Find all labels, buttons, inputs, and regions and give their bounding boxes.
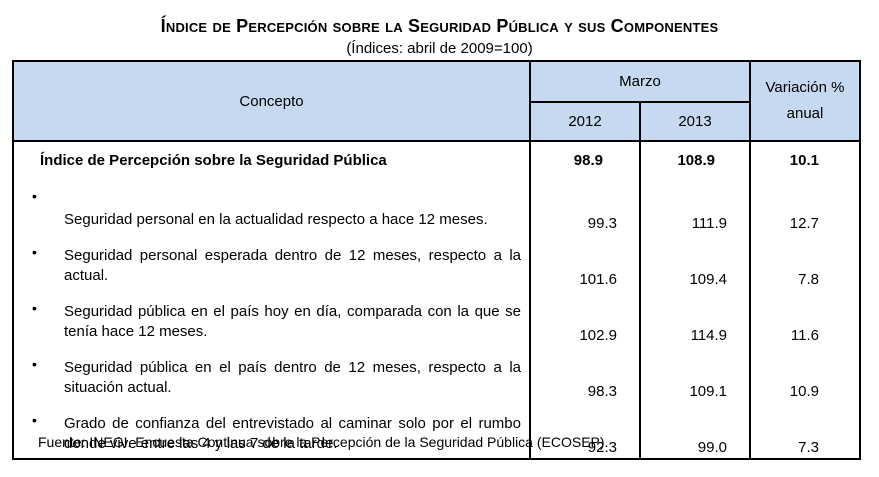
component-2013: 109.1 (639, 346, 751, 402)
component-variation: 11.6 (749, 290, 861, 346)
component-2012: 92.3 (529, 402, 641, 460)
component-variation: 12.7 (749, 178, 861, 234)
component-variation: 7.3 (749, 402, 861, 460)
header-year-2012: 2012 (529, 101, 641, 142)
table-row: • Seguridad personal esperada dentro de 1… (12, 234, 861, 290)
component-2013: 114.9 (639, 290, 751, 346)
main-index-label: Índice de Percepción sobre la Seguridad … (12, 141, 531, 178)
component-2012: 98.3 (529, 346, 641, 402)
header-concepto: Concepto (12, 60, 531, 142)
main-index-2013: 108.9 (639, 141, 751, 178)
table-row: • Seguridad pública en el país dentro de … (12, 346, 861, 402)
bullet-icon: • (32, 188, 37, 204)
header-marzo: Marzo (529, 59, 751, 104)
component-variation: 10.9 (749, 346, 861, 402)
table-row: • Seguridad pública en el país hoy en día… (12, 290, 861, 346)
component-2012: 101.6 (529, 234, 641, 290)
table-title: Índice de Percepción sobre la Seguridad … (160, 16, 719, 36)
component-2013: 109.4 (639, 234, 751, 290)
table-row-main-index: Índice de Percepción sobre la Seguridad … (12, 141, 861, 178)
component-2012: 99.3 (529, 178, 641, 234)
component-label: • Seguridad pública en el país dentro de … (12, 346, 531, 402)
table-row: • Seguridad personal en la actualidad res… (12, 178, 861, 234)
bullet-icon: • (32, 356, 37, 372)
component-label: • Seguridad pública en el país hoy en día… (12, 290, 531, 346)
component-2013: 111.9 (639, 178, 751, 234)
main-index-variation: 10.1 (749, 141, 861, 178)
table-row: • Grado de confianza del entrevistado al … (12, 402, 861, 460)
component-label: • Seguridad personal esperada dentro de 1… (12, 234, 531, 290)
header-year-2013: 2013 (639, 101, 751, 142)
perception-index-table: Concepto Marzo Variación % anual 2012 20… (12, 59, 861, 460)
component-2012: 102.9 (529, 290, 641, 346)
component-label: • Grado de confianza del entrevistado al … (12, 402, 531, 460)
bullet-icon: • (32, 244, 37, 260)
source-note: Fuente: INEGI. Encuesta Continua sobre l… (38, 434, 609, 450)
bullet-icon: • (32, 412, 37, 428)
table-subtitle: (Índices: abril de 2009=100) (346, 40, 533, 57)
component-label: • Seguridad personal en la actualidad res… (12, 178, 531, 234)
bullet-icon: • (32, 300, 37, 316)
component-2013: 99.0 (639, 402, 751, 460)
component-variation: 7.8 (749, 234, 861, 290)
header-variacion: Variación % anual (749, 60, 861, 142)
main-index-2012: 98.9 (529, 141, 641, 178)
